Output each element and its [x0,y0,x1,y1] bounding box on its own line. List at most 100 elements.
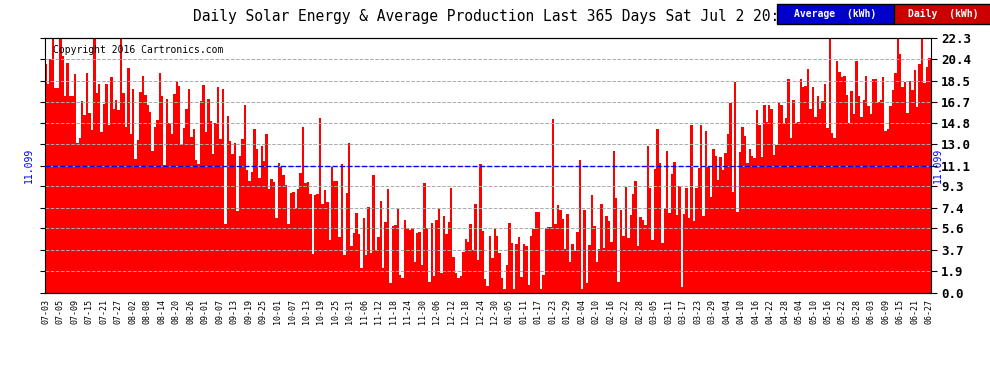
Bar [698,168,700,292]
Bar [433,276,436,292]
Bar [618,282,620,292]
Bar [118,110,120,292]
Bar [892,90,894,292]
Bar [56,88,59,292]
Bar [95,93,98,292]
Bar [142,76,145,292]
Bar [758,125,760,292]
Bar [770,109,773,292]
Bar [384,222,387,292]
Bar [831,132,834,292]
Bar [661,243,663,292]
Text: Daily  (kWh): Daily (kWh) [908,9,979,19]
Bar [329,240,331,292]
Bar [212,154,215,292]
Bar [649,188,651,292]
Bar [556,205,559,292]
Bar [234,143,237,292]
Bar [499,254,501,292]
Bar [344,255,346,292]
Bar [549,227,551,292]
Bar [578,160,581,292]
Bar [690,125,693,292]
Bar [299,173,302,292]
Bar [620,210,623,292]
Bar [195,160,197,292]
Bar [814,117,817,292]
Bar [581,289,583,292]
Bar [671,174,673,292]
Bar [668,213,671,292]
Bar [768,105,770,292]
Bar [732,192,734,292]
Text: Daily Solar Energy & Average Production Last 365 Days Sat Jul 2 20:29: Daily Solar Energy & Average Production … [193,9,797,24]
Bar [850,91,853,292]
Bar [469,224,472,292]
Text: Average  (kWh): Average (kWh) [794,9,877,19]
Bar [489,236,491,292]
Bar [720,157,722,292]
Bar [543,275,545,292]
Bar [120,38,122,292]
Bar [272,182,275,292]
Bar [132,89,135,292]
Bar [551,119,554,292]
Bar [341,164,344,292]
Bar [105,84,108,292]
Bar [421,265,424,292]
Bar [247,170,248,292]
Bar [91,130,93,292]
Bar [715,156,717,292]
Bar [889,106,892,292]
Bar [627,238,630,292]
Bar [501,278,503,292]
Bar [352,233,355,292]
Bar [608,220,610,292]
Bar [394,225,397,292]
Bar [792,100,795,292]
Bar [474,204,476,292]
Bar [414,262,416,292]
Bar [441,273,443,292]
Bar [613,151,615,292]
Bar [742,128,743,292]
Bar [416,233,419,292]
Bar [877,102,880,292]
Bar [630,215,632,292]
Bar [242,139,244,292]
Bar [161,96,163,292]
Bar [88,113,91,292]
Bar [83,116,86,292]
Bar [175,81,178,292]
Bar [255,149,258,292]
Bar [870,114,872,292]
Bar [379,201,382,292]
Bar [220,139,222,292]
Bar [476,260,479,292]
Bar [822,101,824,292]
Bar [853,114,855,292]
Bar [244,105,247,292]
Bar [250,172,253,292]
Bar [673,162,676,292]
Bar [426,228,428,292]
Bar [365,255,367,292]
Bar [135,159,137,292]
Bar [339,237,341,292]
Bar [275,218,277,292]
Bar [47,84,50,292]
Bar [122,93,125,292]
Text: 11.099: 11.099 [933,148,942,183]
Bar [229,141,232,292]
Bar [137,140,140,292]
Bar [268,189,270,292]
Bar [753,158,755,292]
Bar [166,99,168,292]
Bar [865,76,867,292]
Bar [872,79,875,292]
Bar [644,225,646,292]
Bar [576,232,578,292]
Bar [787,80,790,292]
Bar [309,194,312,292]
Bar [98,84,100,292]
